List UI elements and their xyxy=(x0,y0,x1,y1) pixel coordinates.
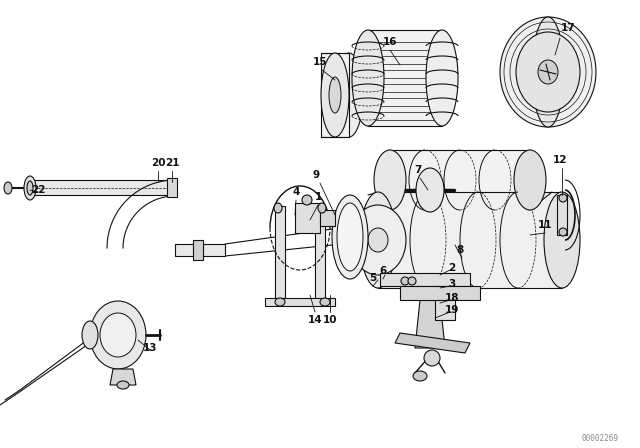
Polygon shape xyxy=(110,369,136,385)
Ellipse shape xyxy=(90,301,146,369)
Text: 3: 3 xyxy=(449,279,456,289)
Text: 18: 18 xyxy=(445,293,460,303)
Ellipse shape xyxy=(408,277,416,285)
Ellipse shape xyxy=(27,181,33,195)
Polygon shape xyxy=(378,192,562,288)
Ellipse shape xyxy=(337,203,363,271)
Text: 7: 7 xyxy=(414,165,422,175)
Ellipse shape xyxy=(352,30,384,126)
Ellipse shape xyxy=(401,277,409,285)
Ellipse shape xyxy=(559,228,567,236)
Ellipse shape xyxy=(318,203,326,213)
Text: 00002269: 00002269 xyxy=(582,434,618,443)
Polygon shape xyxy=(30,180,175,195)
Text: 16: 16 xyxy=(383,37,397,47)
Polygon shape xyxy=(400,286,480,300)
Polygon shape xyxy=(295,203,320,233)
Ellipse shape xyxy=(82,321,98,349)
Text: 8: 8 xyxy=(456,245,463,255)
Text: 21: 21 xyxy=(164,158,179,168)
Text: 4: 4 xyxy=(292,187,300,197)
Ellipse shape xyxy=(424,350,440,366)
Polygon shape xyxy=(193,240,203,260)
Text: 2: 2 xyxy=(449,263,456,273)
Text: 13: 13 xyxy=(143,343,157,353)
Ellipse shape xyxy=(500,17,596,127)
Ellipse shape xyxy=(332,195,368,279)
Polygon shape xyxy=(435,300,455,320)
Ellipse shape xyxy=(538,60,558,84)
Polygon shape xyxy=(390,150,530,210)
Ellipse shape xyxy=(329,77,341,113)
Ellipse shape xyxy=(335,53,363,137)
Ellipse shape xyxy=(532,17,564,127)
Ellipse shape xyxy=(100,313,136,357)
Polygon shape xyxy=(395,333,470,353)
Ellipse shape xyxy=(320,298,330,306)
Polygon shape xyxy=(320,210,335,226)
Ellipse shape xyxy=(4,182,12,194)
Ellipse shape xyxy=(302,195,312,205)
Ellipse shape xyxy=(350,205,406,275)
Polygon shape xyxy=(315,206,325,298)
Ellipse shape xyxy=(360,192,396,288)
Polygon shape xyxy=(415,300,445,348)
Text: 20: 20 xyxy=(151,158,165,168)
Polygon shape xyxy=(167,178,177,197)
Ellipse shape xyxy=(559,194,567,202)
Text: 6: 6 xyxy=(380,266,387,276)
Text: 14: 14 xyxy=(308,315,323,325)
Polygon shape xyxy=(368,30,442,126)
Polygon shape xyxy=(265,298,335,306)
Text: 9: 9 xyxy=(312,170,319,180)
Ellipse shape xyxy=(544,192,580,288)
Ellipse shape xyxy=(24,176,36,200)
Text: 5: 5 xyxy=(369,273,376,283)
Text: 10: 10 xyxy=(323,315,337,325)
Ellipse shape xyxy=(516,32,580,112)
Text: 15: 15 xyxy=(313,57,327,67)
Ellipse shape xyxy=(426,30,458,126)
Ellipse shape xyxy=(321,53,349,137)
Ellipse shape xyxy=(514,150,546,210)
Text: 12: 12 xyxy=(553,155,567,165)
Polygon shape xyxy=(557,195,567,235)
Text: 1: 1 xyxy=(314,192,322,202)
Polygon shape xyxy=(275,206,285,298)
Polygon shape xyxy=(380,273,470,286)
Text: 17: 17 xyxy=(561,23,575,33)
Polygon shape xyxy=(175,244,225,256)
Ellipse shape xyxy=(275,298,285,306)
Ellipse shape xyxy=(368,228,388,252)
Text: 22: 22 xyxy=(31,185,45,195)
Text: 19: 19 xyxy=(445,305,459,315)
Polygon shape xyxy=(321,53,349,137)
Ellipse shape xyxy=(374,150,406,210)
Ellipse shape xyxy=(416,168,444,212)
Ellipse shape xyxy=(117,381,129,389)
Ellipse shape xyxy=(413,371,427,381)
Text: 11: 11 xyxy=(538,220,552,230)
Ellipse shape xyxy=(274,203,282,213)
